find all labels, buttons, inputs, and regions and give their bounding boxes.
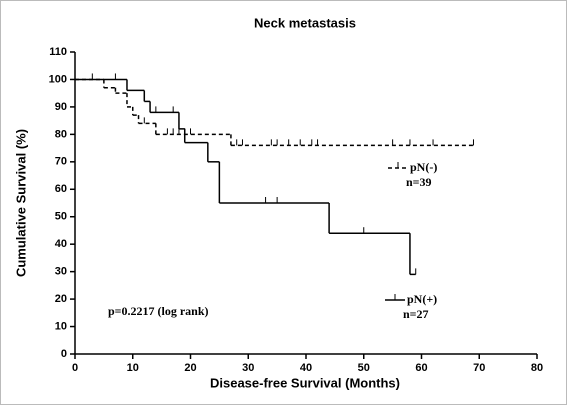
legend-count: n=39 — [406, 175, 432, 189]
y-tick-label: 100 — [49, 73, 67, 85]
y-tick-label: 40 — [55, 238, 67, 250]
x-tick-label: 0 — [72, 362, 78, 374]
y-tick-label: 60 — [55, 183, 67, 195]
x-axis-label: Disease-free Survival (Months) — [210, 375, 400, 390]
legend-count: n=27 — [403, 307, 429, 321]
x-tick-label: 70 — [473, 362, 485, 374]
y-tick-label: 20 — [55, 293, 67, 305]
annotation: p=0.2217 (log rank) — [108, 304, 209, 318]
y-tick-label: 70 — [55, 156, 67, 168]
y-tick-label: 30 — [55, 266, 67, 278]
legend-label: pN(+) — [407, 292, 437, 306]
x-tick-label: 40 — [300, 362, 312, 374]
x-tick-label: 80 — [531, 362, 543, 374]
x-tick-label: 10 — [127, 362, 139, 374]
y-tick-label: 10 — [55, 320, 67, 332]
legend-label: pN(-) — [410, 160, 437, 174]
chart-title: Neck metastasis — [254, 15, 356, 30]
y-tick-label: 90 — [55, 101, 67, 113]
x-tick-label: 60 — [415, 362, 427, 374]
x-tick-label: 50 — [358, 362, 370, 374]
y-tick-label: 110 — [49, 46, 67, 58]
y-tick-label: 80 — [55, 128, 67, 140]
x-tick-label: 20 — [184, 362, 196, 374]
x-tick-label: 30 — [242, 362, 254, 374]
y-axis-label: Cumulative Survival (%) — [13, 129, 28, 277]
y-tick-label: 50 — [55, 211, 67, 223]
y-tick-label: 0 — [61, 348, 67, 360]
